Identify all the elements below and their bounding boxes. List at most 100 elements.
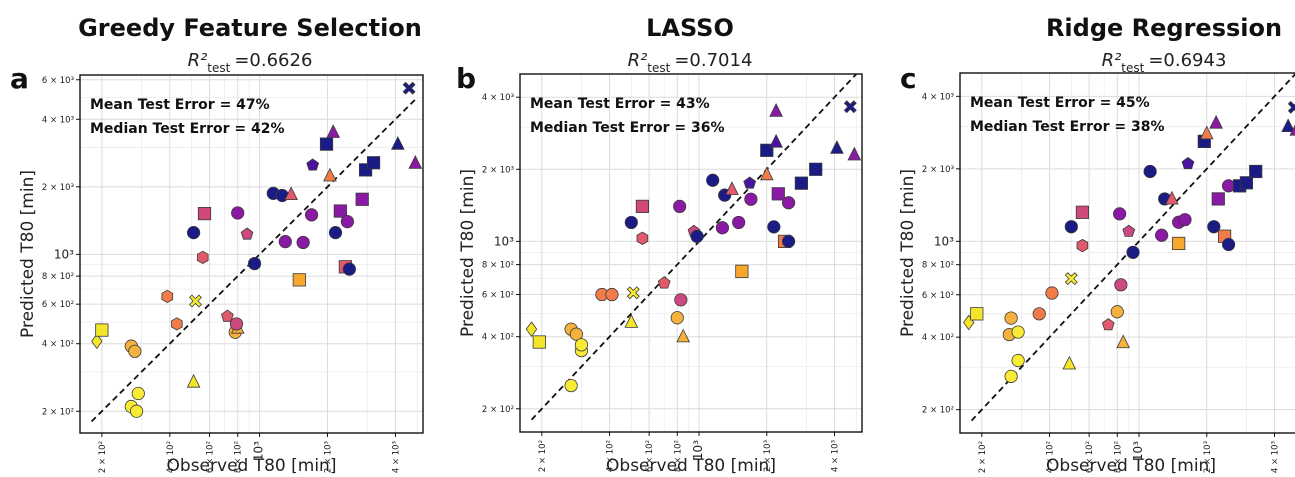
y-tick-label: 2 × 10³ [482,165,514,175]
data-point [328,226,343,240]
data-point [1287,100,1295,114]
data-point [402,81,416,95]
data-point [1211,192,1225,206]
annotation-text: Mean Test Error = 45% [970,95,1150,111]
chart-title: LASSO [646,14,734,42]
data-point [735,264,749,278]
r2-symbol: R² [188,50,208,71]
data-points [963,100,1295,383]
data-point [1126,245,1140,259]
diagonal-line [90,96,418,423]
data-point [231,206,245,220]
y-tick-label: 4 × 10³ [482,93,514,103]
data-point [690,229,704,243]
data-point [809,162,823,176]
data-point [229,317,244,331]
x-tick-label: 4 × 10² [166,441,176,473]
data-point [240,227,254,240]
y-tick-label: 2 × 10² [42,407,74,417]
x-tick-label: 2 × 10² [978,441,988,473]
y-tick-label: 8 × 10² [482,261,514,271]
data-point [408,155,423,169]
x-tick-label: 10³ [691,440,705,460]
data-point [196,250,209,265]
data-point [304,208,319,222]
y-tick-label: 4 × 10² [922,333,954,343]
data-point [1004,369,1018,383]
data-point [1101,318,1115,331]
y-ticks: 2 × 10² 4 × 10² 6 × 10² 8 × 10² 10³ 2 × 10³ 4 … [482,93,520,415]
data-point [366,156,381,170]
data-points [91,81,423,418]
data-point [1289,124,1295,136]
r2-value: =0.6943 [1148,50,1226,71]
data-point [1064,220,1078,234]
r2-label: R²test =0.6943 [1102,50,1227,75]
y-tick-label: 8 × 10² [922,261,954,271]
y-tick-label: 2 × 10³ [922,165,954,175]
data-point [674,293,688,307]
data-point [161,289,174,304]
r2-symbol: R² [628,50,648,71]
chart-title: Ridge Regression [1046,14,1282,42]
data-point [673,199,687,213]
data-point [284,186,298,201]
y-tick-label: 2 × 10³ [42,183,74,193]
data-point [794,176,808,190]
data-point [1172,236,1186,251]
y-tick-label: 6 × 10² [482,291,514,301]
y-tick-label: 4 × 10² [42,340,74,350]
r2-subscript: test [207,61,230,75]
y-ticks: 2 × 10² 4 × 10² 6 × 10² 8 × 10² 10³ 2 × 10³ 4 … [922,92,960,416]
y-axis-label: Predicted T80 [min] [458,169,478,337]
r2-subscript: test [1121,61,1144,75]
y-tick-label: 6 × 10² [42,300,74,310]
data-point [769,103,783,117]
annotation-text: Median Test Error = 36% [530,120,725,136]
x-tick-label: 8 × 10² [673,440,683,472]
data-point [635,199,650,213]
annotation-text: Mean Test Error = 47% [90,97,270,113]
data-points [525,100,862,393]
data-point [781,234,796,248]
data-point [564,378,578,393]
x-tick-label: 2 × 10³ [1203,441,1213,473]
data-point [605,287,619,302]
data-point [624,215,638,230]
data-point [743,176,757,189]
grid [80,75,423,433]
panel-letter: c [900,62,917,95]
x-tick-label: 4 × 10³ [1271,441,1281,473]
data-point [1032,307,1046,321]
data-point [319,137,334,151]
grid [520,74,862,432]
data-point [843,100,857,114]
x-axis-label: Observed T80 [min] [167,456,337,476]
panel-b: 2 × 10² 4 × 10² 6 × 10² 8 × 10² 10³ 2 × 10³ 4 … [456,14,863,476]
data-point [1064,272,1078,286]
data-point [1165,190,1179,205]
data-point [186,226,201,240]
data-point [626,286,640,300]
r2-label: R²test =0.6626 [188,50,313,75]
data-point [342,262,356,276]
data-point [847,146,862,161]
y-tick-label: 10³ [934,234,954,248]
data-point [340,214,354,229]
r2-subscript: test [647,61,670,75]
r2-label: R²test =0.7014 [628,50,753,75]
data-point [278,235,292,249]
data-point [1076,238,1089,253]
annotation-text: Median Test Error = 42% [90,121,285,137]
annotation-text: Median Test Error = 38% [970,119,1165,135]
data-point [323,167,337,182]
plot-frame [959,72,1295,434]
diagonal-line [530,74,857,421]
y-tick-label: 2 × 10² [482,405,514,415]
data-point [306,158,320,171]
panel-letter: b [456,62,476,95]
panel-c: 2 × 10² 4 × 10² 6 × 10² 8 × 10² 10³ 2 × 10³ 4 … [898,14,1295,476]
data-point [574,338,589,352]
y-tick-label: 4 × 10³ [922,92,954,102]
data-point [1221,179,1236,193]
